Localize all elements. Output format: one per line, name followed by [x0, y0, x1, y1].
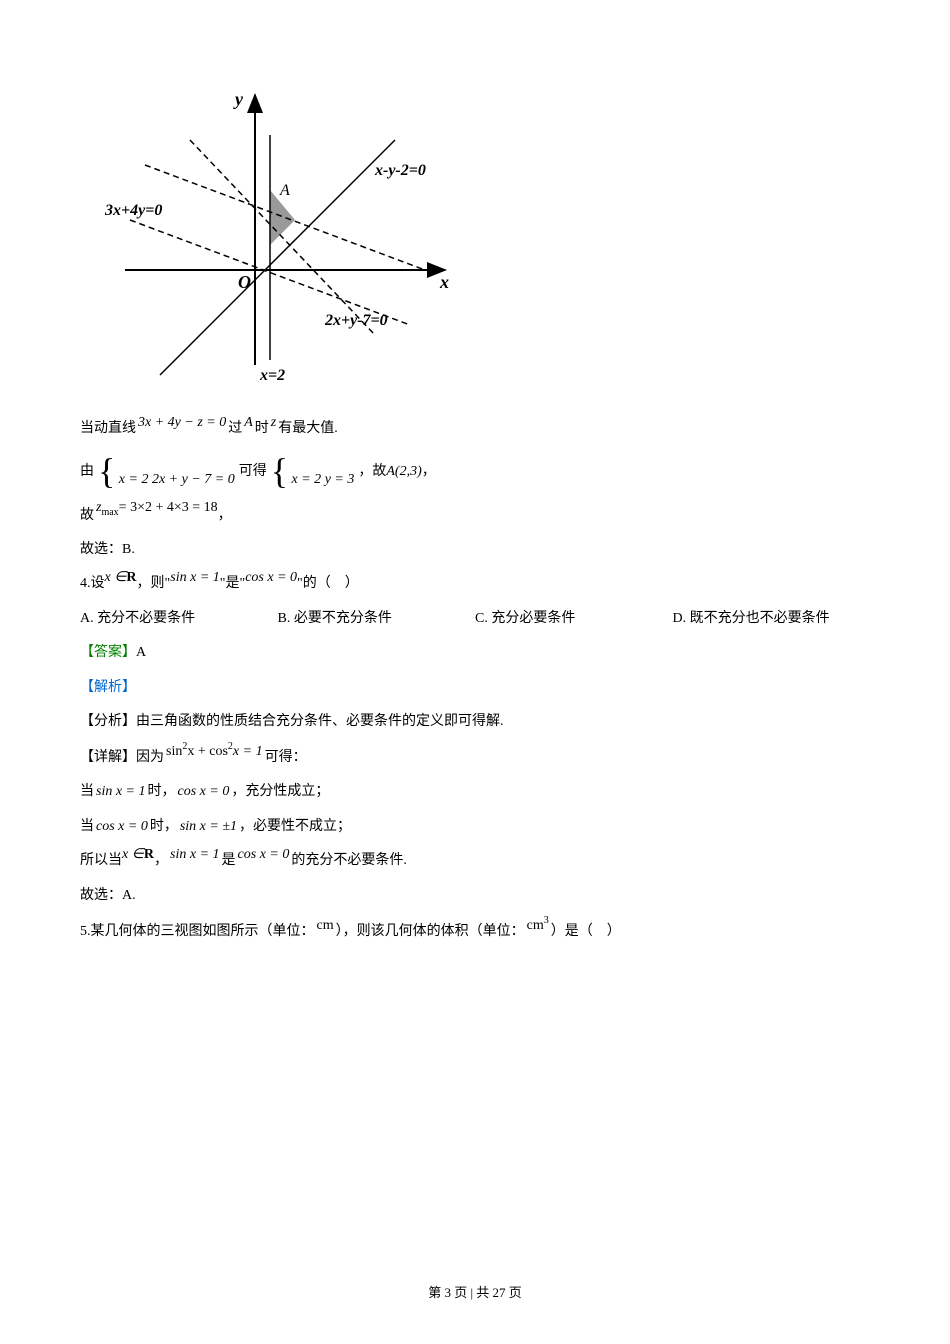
line2-label: 2x+y-7=0	[324, 312, 388, 329]
z-sub: max	[101, 505, 118, 521]
q-num: 5.	[80, 921, 91, 943]
math-A23: A(2,3)	[386, 461, 421, 483]
text: 有最大值.	[278, 418, 338, 440]
sys1-line2: 2x + y − 7 = 0	[152, 470, 235, 490]
q4-conclude: 故选：A.	[80, 885, 870, 907]
text: 当	[80, 816, 94, 838]
text: 某几何体的三视图如图所示（单位：	[91, 921, 315, 943]
math-cosx0: cos x = 0	[245, 567, 297, 589]
sys2-line1: x = 2	[292, 470, 322, 490]
option-b: B. 必要不充分条件	[278, 608, 476, 630]
math: x ∈ R	[122, 844, 154, 866]
q4-detail: 【详解】 因为 sin2 x + cos2 x = 1 可得：	[80, 745, 870, 769]
math-identity: sin2 x + cos2 x = 1	[166, 739, 263, 763]
option-d: D. 既不充分也不必要条件	[673, 608, 871, 630]
q4-answer: 【答案】 A	[80, 642, 870, 664]
q4-fenxi: 【分析】由三角函数的性质结合充分条件、必要条件的定义即可得解.	[80, 711, 870, 733]
q4-analysis: 【解析】	[80, 677, 870, 699]
math: sin x = ±1	[180, 816, 237, 838]
q4-options: A. 充分不必要条件 B. 必要不充分条件 C. 充分必要条件 D. 既不充分也…	[80, 608, 870, 630]
text: ，必要性不成立；	[239, 816, 351, 838]
q4-line2: 当 cos x = 0 时， sin x = ±1 ，必要性不成立；	[80, 816, 870, 838]
text: 当动直线	[80, 418, 136, 440]
text: 可得	[239, 461, 267, 483]
text: ，	[154, 850, 168, 872]
z-rest: = 3×2 + 4×3 = 18	[119, 497, 218, 519]
line3-label: x=2	[259, 367, 285, 384]
text: 【分析】由三角函数的性质结合充分条件、必要条件的定义即可得解.	[80, 711, 504, 733]
text: "是"	[220, 573, 245, 595]
para-moving-line: 当动直线 3x + 4y − z = 0 过 A 时 z 有最大值.	[80, 418, 870, 440]
text: 故选：B.	[80, 539, 135, 561]
detail-label: 【详解】	[80, 747, 136, 769]
text: 所以当	[80, 850, 122, 872]
page-number: 第 3 页 | 共 27 页	[428, 1285, 522, 1300]
text: ，充分性成立；	[231, 781, 329, 803]
q-num: 4.	[80, 573, 91, 595]
math: cos x = 0	[238, 844, 290, 866]
sys1-line1: x = 2	[119, 470, 149, 490]
text: 由	[80, 461, 94, 483]
text: ）是（ ）	[551, 921, 621, 943]
page-footer: 第 3 页 | 共 27 页	[0, 1283, 950, 1304]
option-a: A. 充分不必要条件	[80, 608, 278, 630]
math: sin x = 1	[170, 844, 220, 866]
text: 当	[80, 781, 94, 803]
math-sinx1: sin x = 1	[170, 567, 220, 589]
x-axis-label: x	[439, 272, 449, 292]
option-c: C. 充分必要条件	[475, 608, 673, 630]
math-z: z	[271, 412, 276, 434]
text: 时	[255, 418, 269, 440]
text: ，故	[358, 461, 386, 483]
text: ），则该几何体的体积（单位：	[336, 921, 525, 943]
q4-line1: 当 sin x = 1 时， cos x = 0 ，充分性成立；	[80, 781, 870, 803]
math-xR: x ∈ R	[105, 567, 137, 589]
question-4: 4. 设 x ∈ R ，则" sin x = 1 "是" cos x = 0 "…	[80, 573, 870, 595]
math: cos x = 0	[178, 781, 230, 803]
y-axis-label: y	[233, 89, 244, 109]
answer-value: A	[136, 642, 146, 664]
question-5: 5. 某几何体的三视图如图所示（单位： cm ），则该几何体的体积（单位： cm…	[80, 919, 870, 943]
para-choose-b: 故选：B.	[80, 539, 870, 561]
unit-cm3: cm3	[527, 913, 549, 937]
text: 可得：	[265, 747, 307, 769]
text: 设	[91, 573, 105, 595]
text: 是	[222, 850, 236, 872]
analysis-label: 【解析】	[80, 677, 136, 699]
q4-line3: 所以当 x ∈ R ， sin x = 1 是 cos x = 0 的充分不必要…	[80, 850, 870, 872]
text: ，则"	[137, 573, 171, 595]
text: 故	[80, 505, 94, 527]
text: 过	[228, 418, 242, 440]
point-a-label: A	[279, 182, 290, 199]
origin-label: O	[238, 272, 251, 292]
answer-label: 【答案】	[80, 642, 136, 664]
math: cos x = 0	[96, 816, 148, 838]
para-zmax: 故 zmax = 3×2 + 4×3 = 18 ，	[80, 503, 870, 527]
unit-cm: cm	[317, 915, 334, 937]
para-system: 由 { x = 2 2x + y − 7 = 0 可得 { x = 2 y = …	[80, 453, 870, 491]
text: 故选：A.	[80, 885, 136, 907]
text: 时，	[150, 816, 178, 838]
text: ，	[218, 505, 232, 527]
math-expr: 3x + 4y − z = 0	[138, 412, 226, 434]
sys2-line2: y = 3	[325, 470, 355, 490]
line4-label: 3x+4y=0	[104, 202, 162, 219]
math-A: A	[244, 412, 253, 434]
text: "的（ ）	[297, 573, 359, 595]
text: 的充分不必要条件.	[291, 850, 407, 872]
linear-programming-figure: y x O A x-y-2=0 2x+y-7=0 x=2 3x+4y=0	[100, 80, 870, 398]
text: ，	[422, 461, 436, 483]
math: sin x = 1	[96, 781, 146, 803]
text: 因为	[136, 747, 164, 769]
text: 时，	[148, 781, 176, 803]
line1-label: x-y-2=0	[374, 162, 426, 179]
